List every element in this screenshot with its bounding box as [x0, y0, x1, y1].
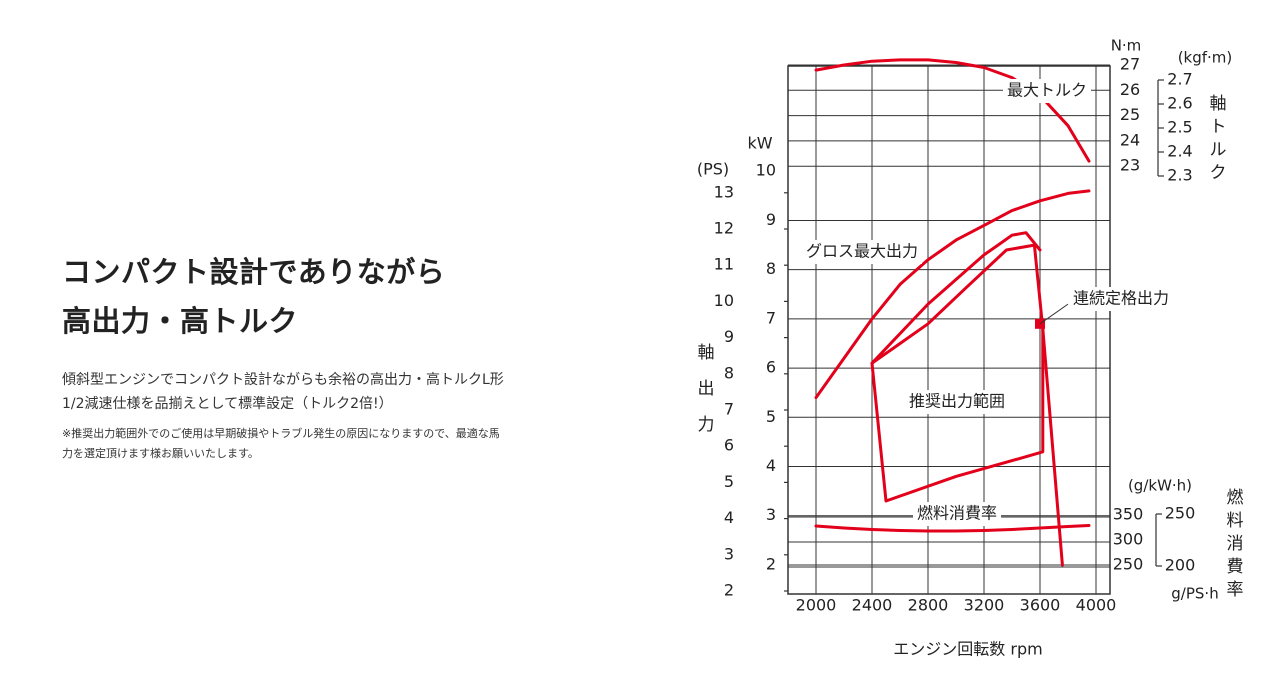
gps-tick-label: 250 — [1165, 504, 1196, 523]
ps-tick-label: 10 — [714, 291, 734, 310]
ps-tick-label: 5 — [724, 472, 734, 491]
x-axis-title: エンジン回転数 rpm — [893, 640, 1042, 659]
nm-tick-label: 25 — [1120, 105, 1140, 124]
gkwh-tick-label: 300 — [1113, 530, 1144, 549]
ps-tick-label: 12 — [714, 219, 734, 238]
gross-power-label-bg — [802, 240, 922, 264]
torque-axis-title-char: 軸 — [1210, 94, 1227, 114]
recommended-range-label: 推奨出力範囲 — [909, 392, 1005, 411]
power-axis-title-char: 軸 — [698, 343, 715, 363]
kw-tick-label: 2 — [766, 554, 776, 573]
kw-unit-label: kW — [747, 134, 772, 153]
series-line-kW — [870, 231, 1042, 365]
gpsh-unit-label: g/PS·h — [1171, 585, 1218, 603]
x-tick-label: 4000 — [1076, 596, 1117, 615]
caution-note: ※推奨出力範囲外でのご使用は早期破損やトラブル発生の原因になりますので、最適な馬… — [62, 424, 602, 464]
fuel-axis-title-char: 率 — [1227, 580, 1244, 600]
description-line-2: 1/2減速仕様を品揃えとして標準設定（トルク2倍!） — [62, 396, 393, 412]
max-torque-label: 最大トルク — [1007, 81, 1087, 100]
gkwh-tick-label: 250 — [1113, 555, 1144, 574]
gross-power-label: グロス最大出力 — [806, 242, 918, 261]
kgf-tick-label: 2.3 — [1167, 166, 1192, 185]
rated-power-label: 連続定格出力 — [1073, 289, 1169, 308]
series-line-kW — [814, 189, 1091, 400]
series-line-gkWh — [814, 524, 1091, 533]
rated-drop-line — [1041, 327, 1064, 567]
ps-tick-label: 9 — [724, 327, 734, 346]
kgf-tick-label: 2.4 — [1167, 142, 1192, 161]
plot-frame — [787, 65, 1111, 595]
kw-tick-label: 10 — [756, 161, 776, 180]
gps-tick-label: 200 — [1165, 556, 1196, 575]
gkwh-unit-label: (g/kW·h) — [1128, 477, 1192, 495]
recommended-range-outline — [870, 243, 1045, 503]
kgf-tick-label: 2.5 — [1167, 118, 1192, 137]
max-torque-label-bg — [1003, 79, 1091, 103]
kw-tick-label: 5 — [766, 407, 776, 426]
kgf-tick-label: 2.6 — [1167, 94, 1192, 113]
torque-axis-title-char: ル — [1210, 140, 1227, 160]
x-tick-label: 2000 — [796, 596, 837, 615]
nm-tick-label: 24 — [1120, 130, 1140, 149]
ps-tick-label: 2 — [724, 581, 734, 600]
rated-output-leader — [1039, 303, 1069, 325]
nm-tick-label: 23 — [1120, 156, 1140, 175]
ps-tick-label: 4 — [724, 508, 734, 527]
note-line-2: 力を選定頂けます様お願いいたします。 — [62, 447, 259, 460]
note-line-1: ※推奨出力範囲外でのご使用は早期破損やトラブル発生の原因になりますので、最適な馬 — [62, 427, 500, 440]
description: 傾斜型エンジンでコンパクト設計ながらも余裕の高出力・高トルクL形 1/2減速仕様… — [62, 368, 602, 416]
kw-tick-label: 3 — [766, 505, 776, 524]
rated-power-label-bg — [1069, 287, 1173, 311]
kgf-tick-label: 2.7 — [1167, 70, 1192, 89]
nm-tick-label: 26 — [1120, 80, 1140, 99]
x-tick-label: 3200 — [964, 596, 1005, 615]
fuel-axis-title-char: 燃 — [1227, 488, 1244, 508]
nm-unit-label: N·m — [1111, 37, 1142, 55]
recommended-range-label-bg — [905, 390, 1009, 414]
torque-axis-title-char: ト — [1210, 117, 1227, 137]
fuel-axis-title-char: 消 — [1227, 534, 1244, 554]
power-axis-title-char: 出 — [698, 379, 715, 399]
ps-tick-label: 3 — [724, 544, 734, 563]
kw-tick-label: 9 — [766, 210, 776, 229]
fuel-axis-title-char: 料 — [1227, 511, 1244, 531]
kgf-unit-label: (kgf·m) — [1178, 49, 1233, 67]
x-tick-label: 3600 — [1020, 596, 1061, 615]
series-line-Nm — [814, 58, 1091, 163]
kw-tick-label: 4 — [766, 456, 776, 475]
fuel-consumption-label: 燃料消費率 — [917, 504, 997, 523]
ps-tick-label: 8 — [724, 363, 734, 382]
x-tick-label: 2800 — [908, 596, 949, 615]
nm-tick-label: 27 — [1120, 55, 1140, 74]
fuel-consumption-label-bg — [913, 502, 1001, 526]
ps-unit-label: (PS) — [697, 160, 729, 179]
intro-text-block: コンパクト設計でありながら 高出力・高トルク 傾斜型エンジンでコンパクト設計なが… — [62, 248, 602, 464]
power-axis-title-char: 力 — [698, 415, 715, 435]
ps-tick-label: 7 — [724, 400, 734, 419]
kw-tick-label: 7 — [766, 308, 776, 327]
torque-axis-title-char: ク — [1210, 163, 1227, 183]
ps-tick-label: 6 — [724, 436, 734, 455]
ps-tick-label: 11 — [714, 255, 734, 274]
description-line-1: 傾斜型エンジンでコンパクト設計ながらも余裕の高出力・高トルクL形 — [62, 372, 504, 388]
headline-line-1: コンパクト設計でありながら — [62, 255, 446, 289]
fuel-axis-title-char: 費 — [1227, 557, 1244, 577]
kw-tick-label: 8 — [766, 259, 776, 278]
gkwh-tick-label: 350 — [1113, 505, 1144, 524]
kw-tick-label: 6 — [766, 358, 776, 377]
ps-tick-label: 13 — [714, 182, 734, 201]
headline-line-2: 高出力・高トルク — [62, 304, 299, 338]
x-tick-label: 2400 — [852, 596, 893, 615]
